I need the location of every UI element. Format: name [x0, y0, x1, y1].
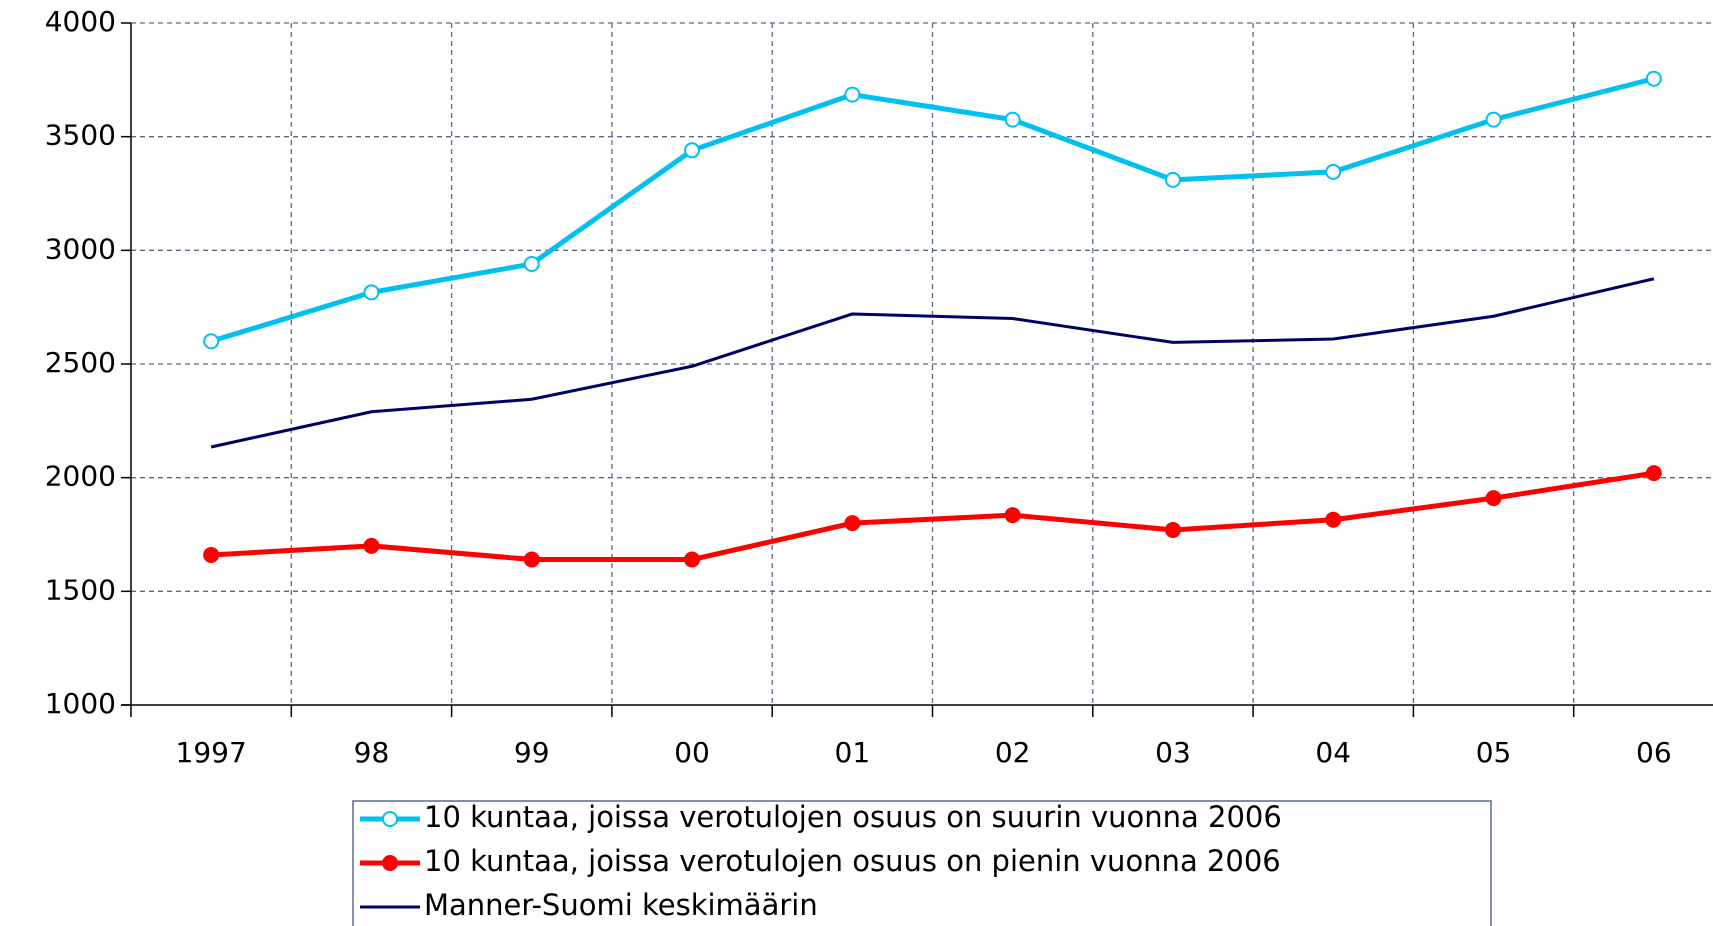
legend-box [352, 800, 1492, 926]
x-tick-label: 03 [1155, 736, 1191, 769]
data-point [363, 537, 380, 554]
data-point [203, 546, 220, 563]
legend-label: Manner-Suomi keskimäärin [424, 888, 818, 922]
x-tick-label: 05 [1476, 736, 1512, 769]
x-tick-label: 1997 [176, 736, 247, 769]
y-tick-label: 3000 [45, 232, 116, 265]
data-point [844, 86, 861, 103]
data-point [1325, 511, 1342, 528]
legend: 10 kuntaa, joissa verotulojen osuus on s… [352, 800, 1492, 926]
data-point [1164, 521, 1181, 538]
legend-label: 10 kuntaa, joissa verotulojen osuus on p… [424, 844, 1281, 878]
data-point [1485, 490, 1502, 507]
data-point [1004, 507, 1021, 524]
data-point [1485, 111, 1502, 128]
x-tick-label: 00 [674, 736, 710, 769]
data-point [203, 333, 220, 350]
y-tick-label: 1500 [45, 573, 116, 606]
data-point [684, 551, 701, 568]
legend-label: 10 kuntaa, joissa verotulojen osuus on s… [424, 800, 1282, 834]
data-point [844, 515, 861, 532]
x-tick-label: 98 [354, 736, 390, 769]
y-tick-label: 4000 [45, 5, 116, 38]
y-tick-label: 2000 [45, 460, 116, 493]
series-line [210, 76, 1655, 344]
x-tick-label: 04 [1315, 736, 1351, 769]
y-tick-label: 2500 [45, 346, 116, 379]
x-tick-label: 99 [514, 736, 550, 769]
y-tick-label: 1000 [45, 687, 116, 720]
data-point [1325, 163, 1342, 180]
data-point [1004, 111, 1021, 128]
series-line [211, 470, 1655, 563]
data-point [523, 551, 540, 568]
data-point [363, 284, 380, 301]
data-point [1164, 171, 1181, 188]
data-point [684, 142, 701, 159]
data-point [523, 255, 540, 272]
data-point [1645, 70, 1662, 87]
legend-marker [382, 811, 398, 827]
series-line [210, 277, 1655, 449]
x-tick-label: 06 [1636, 736, 1672, 769]
y-tick-label: 3500 [45, 119, 116, 152]
x-tick-label: 01 [835, 736, 871, 769]
legend-marker [382, 855, 398, 871]
data-point [1645, 465, 1662, 482]
x-tick-label: 02 [995, 736, 1031, 769]
